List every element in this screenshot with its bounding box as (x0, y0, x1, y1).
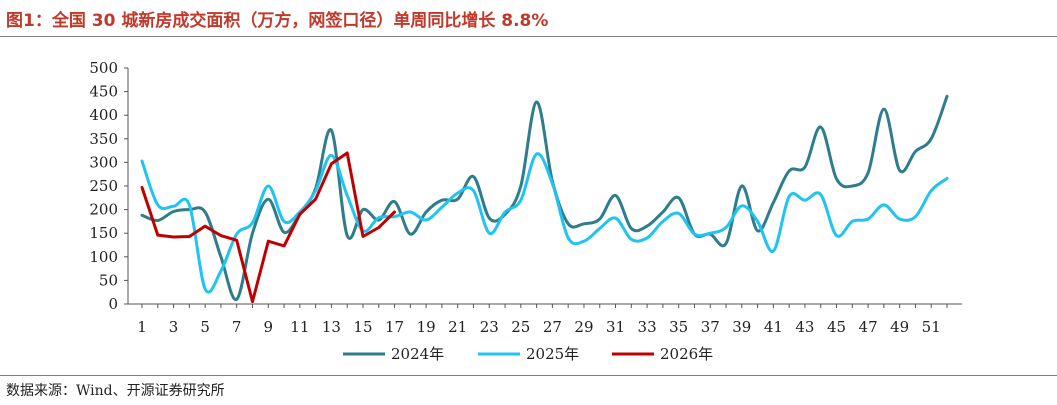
x-tick-label: 7 (232, 318, 242, 336)
x-tick-label: 29 (574, 318, 593, 336)
y-tick-label: 400 (89, 106, 118, 124)
x-tick-label: 11 (290, 318, 309, 336)
y-tick: 450 (89, 83, 128, 101)
x-tick-label: 9 (264, 318, 274, 336)
x-tick: 11 (290, 318, 309, 336)
x-tick-label: 49 (890, 318, 909, 336)
y-tick: 50 (99, 271, 128, 289)
legend-label: 2025年 (526, 345, 579, 363)
y-tick: 500 (89, 59, 128, 77)
y-tick: 200 (89, 201, 128, 219)
x-tick-label: 23 (480, 318, 499, 336)
x-tick: 3 (169, 318, 179, 336)
y-tick-label: 100 (89, 248, 118, 266)
y-tick-label: 50 (99, 271, 118, 289)
x-tick-label: 21 (448, 318, 467, 336)
x-tick-label: 5 (200, 318, 210, 336)
y-tick-label: 0 (108, 295, 118, 313)
x-tick: 47 (859, 318, 878, 336)
y-tick-label: 350 (89, 130, 118, 148)
y-tick: 350 (89, 130, 128, 148)
x-tick: 33 (638, 318, 657, 336)
y-tick: 250 (89, 177, 128, 195)
title-divider (0, 36, 1057, 37)
series-2025-line (140, 152, 949, 294)
x-tick-label: 17 (385, 318, 404, 336)
x-tick-label: 45 (827, 318, 846, 336)
x-tick: 43 (795, 318, 814, 336)
x-tick-label: 31 (606, 318, 625, 336)
x-tick: 19 (417, 318, 436, 336)
x-tick: 9 (264, 318, 274, 336)
x-tick: 29 (574, 318, 593, 336)
chart-legend: 2024年 2025年 2026年 (343, 345, 713, 363)
x-tick: 23 (480, 318, 499, 336)
footer-divider (0, 375, 1057, 376)
source-note: 数据来源：Wind、开源证券研究所 (6, 383, 225, 399)
y-tick: 400 (89, 106, 128, 124)
legend-item: 2026年 (612, 345, 713, 363)
x-tick: 5 (200, 318, 210, 336)
x-tick-label: 37 (701, 318, 720, 336)
legend-label: 2026年 (660, 345, 713, 363)
x-tick-label: 19 (417, 318, 436, 336)
series-2026-line (140, 151, 396, 304)
x-tick: 39 (732, 318, 751, 336)
y-tick: 100 (89, 248, 128, 266)
x-tick-label: 25 (511, 318, 530, 336)
title-bar: 图1：全国 30 城新房成交面积（万方，网签口径）单周同比增长 8.8% (0, 0, 1057, 38)
x-tick: 45 (827, 318, 846, 336)
x-tick: 13 (322, 318, 341, 336)
y-tick-label: 300 (89, 153, 118, 171)
x-tick-label: 33 (638, 318, 657, 336)
x-tick-label: 35 (669, 318, 688, 336)
x-tick-label: 41 (764, 318, 783, 336)
x-tick: 31 (606, 318, 625, 336)
x-tick: 17 (385, 318, 404, 336)
x-tick: 1 (137, 318, 147, 336)
legend-label: 2024年 (391, 345, 444, 363)
y-tick-label: 500 (89, 59, 118, 77)
x-tick: 35 (669, 318, 688, 336)
x-tick-label: 43 (795, 318, 814, 336)
x-tick-label: 3 (169, 318, 179, 336)
x-tick: 15 (353, 318, 372, 336)
x-tick-label: 47 (859, 318, 878, 336)
x-tick: 27 (543, 318, 562, 336)
x-tick-label: 13 (322, 318, 341, 336)
x-tick-label: 27 (543, 318, 562, 336)
legend-item: 2024年 (343, 345, 444, 363)
y-tick-label: 200 (89, 201, 118, 219)
x-tick: 41 (764, 318, 783, 336)
x-tick: 21 (448, 318, 467, 336)
legend-item: 2025年 (478, 345, 579, 363)
x-tick: 51 (922, 318, 941, 336)
y-tick: 300 (89, 153, 128, 171)
x-tick: 37 (701, 318, 720, 336)
x-tick: 49 (890, 318, 909, 336)
y-tick-label: 450 (89, 83, 118, 101)
y-tick: 150 (89, 224, 128, 242)
y-tick-label: 250 (89, 177, 118, 195)
page-title: 图1：全国 30 城新房成交面积（万方，网签口径）单周同比增长 8.8% (6, 11, 549, 31)
x-tick: 7 (232, 318, 242, 336)
series-2024-line (140, 94, 949, 301)
y-tick: 0 (108, 295, 128, 313)
x-tick-label: 39 (732, 318, 751, 336)
x-tick-label: 15 (353, 318, 372, 336)
x-tick-label: 51 (922, 318, 941, 336)
x-tick-label: 1 (137, 318, 147, 336)
x-tick: 25 (511, 318, 530, 336)
y-tick-label: 150 (89, 224, 118, 242)
chart-lines (140, 94, 949, 304)
